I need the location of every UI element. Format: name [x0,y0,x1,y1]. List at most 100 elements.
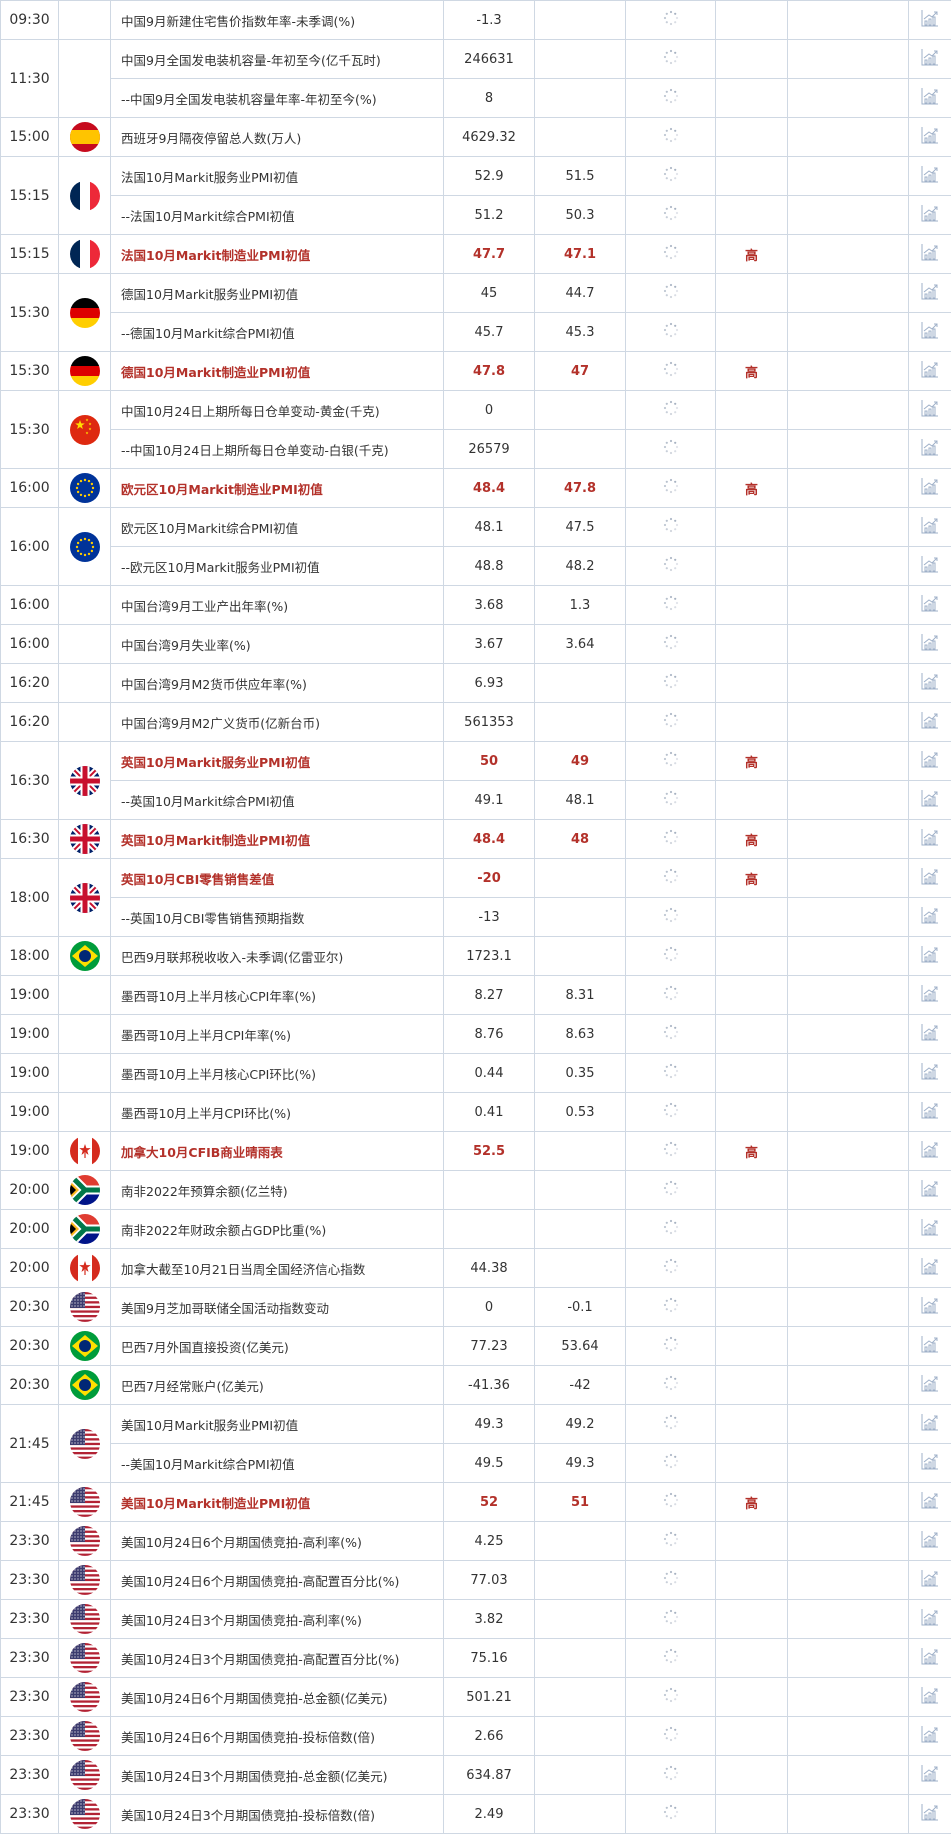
chart-button[interactable] [909,1210,951,1249]
event-name[interactable]: --法国10月Markit综合PMI初值 [111,196,444,235]
chart-button[interactable] [909,586,951,625]
chart-button[interactable] [909,40,951,79]
event-name[interactable]: 欧元区10月Markit制造业PMI初值 [111,469,444,508]
event-name[interactable]: 英国10月Markit服务业PMI初值 [111,742,444,781]
event-name[interactable]: 墨西哥10月上半月CPI环比(%) [111,1093,444,1132]
table-row[interactable]: --中国10月24日上期所每日仓单变动-白银(千克)26579 [1,430,951,469]
event-name[interactable]: 美国10月24日3个月期国债竞拍-总金额(亿美元) [111,1756,444,1795]
chart-button[interactable] [909,703,951,742]
chart-button[interactable] [909,1366,951,1405]
event-name[interactable]: 中国台湾9月工业产出年率(%) [111,586,444,625]
event-name[interactable]: 巴西7月经常账户(亿美元) [111,1366,444,1405]
event-name[interactable]: 美国10月24日6个月期国债竞拍-高利率(%) [111,1522,444,1561]
chart-button[interactable] [909,1093,951,1132]
event-name[interactable]: --欧元区10月Markit服务业PMI初值 [111,547,444,586]
chart-button[interactable] [909,1171,951,1210]
event-name[interactable]: 美国10月24日3个月期国债竞拍-投标倍数(倍) [111,1795,444,1834]
chart-button[interactable] [909,313,951,352]
chart-button[interactable] [909,937,951,976]
event-name[interactable]: 墨西哥10月上半月核心CPI年率(%) [111,976,444,1015]
chart-button[interactable] [909,1249,951,1288]
event-name[interactable]: 中国台湾9月失业率(%) [111,625,444,664]
event-name[interactable]: 法国10月Markit服务业PMI初值 [111,157,444,196]
chart-button[interactable] [909,469,951,508]
event-name[interactable]: 西班牙9月隔夜停留总人数(万人) [111,118,444,157]
chart-button[interactable] [909,976,951,1015]
table-row[interactable]: --英国10月CBI零售销售预期指数-13 [1,898,951,937]
chart-button[interactable] [909,1054,951,1093]
chart-button[interactable] [909,1561,951,1600]
chart-button[interactable] [909,1756,951,1795]
event-name[interactable]: 美国9月芝加哥联储全国活动指数变动 [111,1288,444,1327]
event-name[interactable]: 南非2022年财政余额占GDP比重(%) [111,1210,444,1249]
event-name[interactable]: 墨西哥10月上半月核心CPI环比(%) [111,1054,444,1093]
chart-button[interactable] [909,1678,951,1717]
event-name[interactable]: 巴西7月外国直接投资(亿美元) [111,1327,444,1366]
table-row[interactable]: --中国9月全国发电装机容量年率-年初至今(%)8 [1,79,951,118]
chart-button[interactable] [909,430,951,469]
chart-button[interactable] [909,1405,951,1444]
chart-button[interactable] [909,1600,951,1639]
chart-button[interactable] [909,508,951,547]
chart-button[interactable] [909,1,951,40]
event-name[interactable]: 加拿大10月CFIB商业晴雨表 [111,1132,444,1171]
chart-button[interactable] [909,1288,951,1327]
chart-button[interactable] [909,1522,951,1561]
event-name[interactable]: 美国10月Markit制造业PMI初值 [111,1483,444,1522]
chart-button[interactable] [909,547,951,586]
event-name[interactable]: 美国10月24日6个月期国债竞拍-高配置百分比(%) [111,1561,444,1600]
chart-button[interactable] [909,391,951,430]
chart-button[interactable] [909,1015,951,1054]
event-name[interactable]: 加拿大截至10月21日当周全国经济信心指数 [111,1249,444,1288]
chart-button[interactable] [909,742,951,781]
event-name[interactable]: 巴西9月联邦税收收入-未季调(亿雷亚尔) [111,937,444,976]
event-name[interactable]: 中国台湾9月M2广义货币(亿新台币) [111,703,444,742]
chart-button[interactable] [909,235,951,274]
chart-button[interactable] [909,118,951,157]
event-name[interactable]: 中国9月全国发电装机容量-年初至今(亿千瓦时) [111,40,444,79]
chart-button[interactable] [909,1327,951,1366]
event-name[interactable]: 美国10月24日3个月期国债竞拍-高利率(%) [111,1600,444,1639]
chart-button[interactable] [909,859,951,898]
chart-button[interactable] [909,1717,951,1756]
chart-button[interactable] [909,664,951,703]
event-name[interactable]: 南非2022年预算余额(亿兰特) [111,1171,444,1210]
event-name[interactable]: 德国10月Markit服务业PMI初值 [111,274,444,313]
event-name[interactable]: --中国10月24日上期所每日仓单变动-白银(千克) [111,430,444,469]
event-name[interactable]: 中国台湾9月M2货币供应年率(%) [111,664,444,703]
event-name[interactable]: 中国10月24日上期所每日仓单变动-黄金(千克) [111,391,444,430]
event-name[interactable]: --美国10月Markit综合PMI初值 [111,1444,444,1483]
event-name[interactable]: 法国10月Markit制造业PMI初值 [111,235,444,274]
